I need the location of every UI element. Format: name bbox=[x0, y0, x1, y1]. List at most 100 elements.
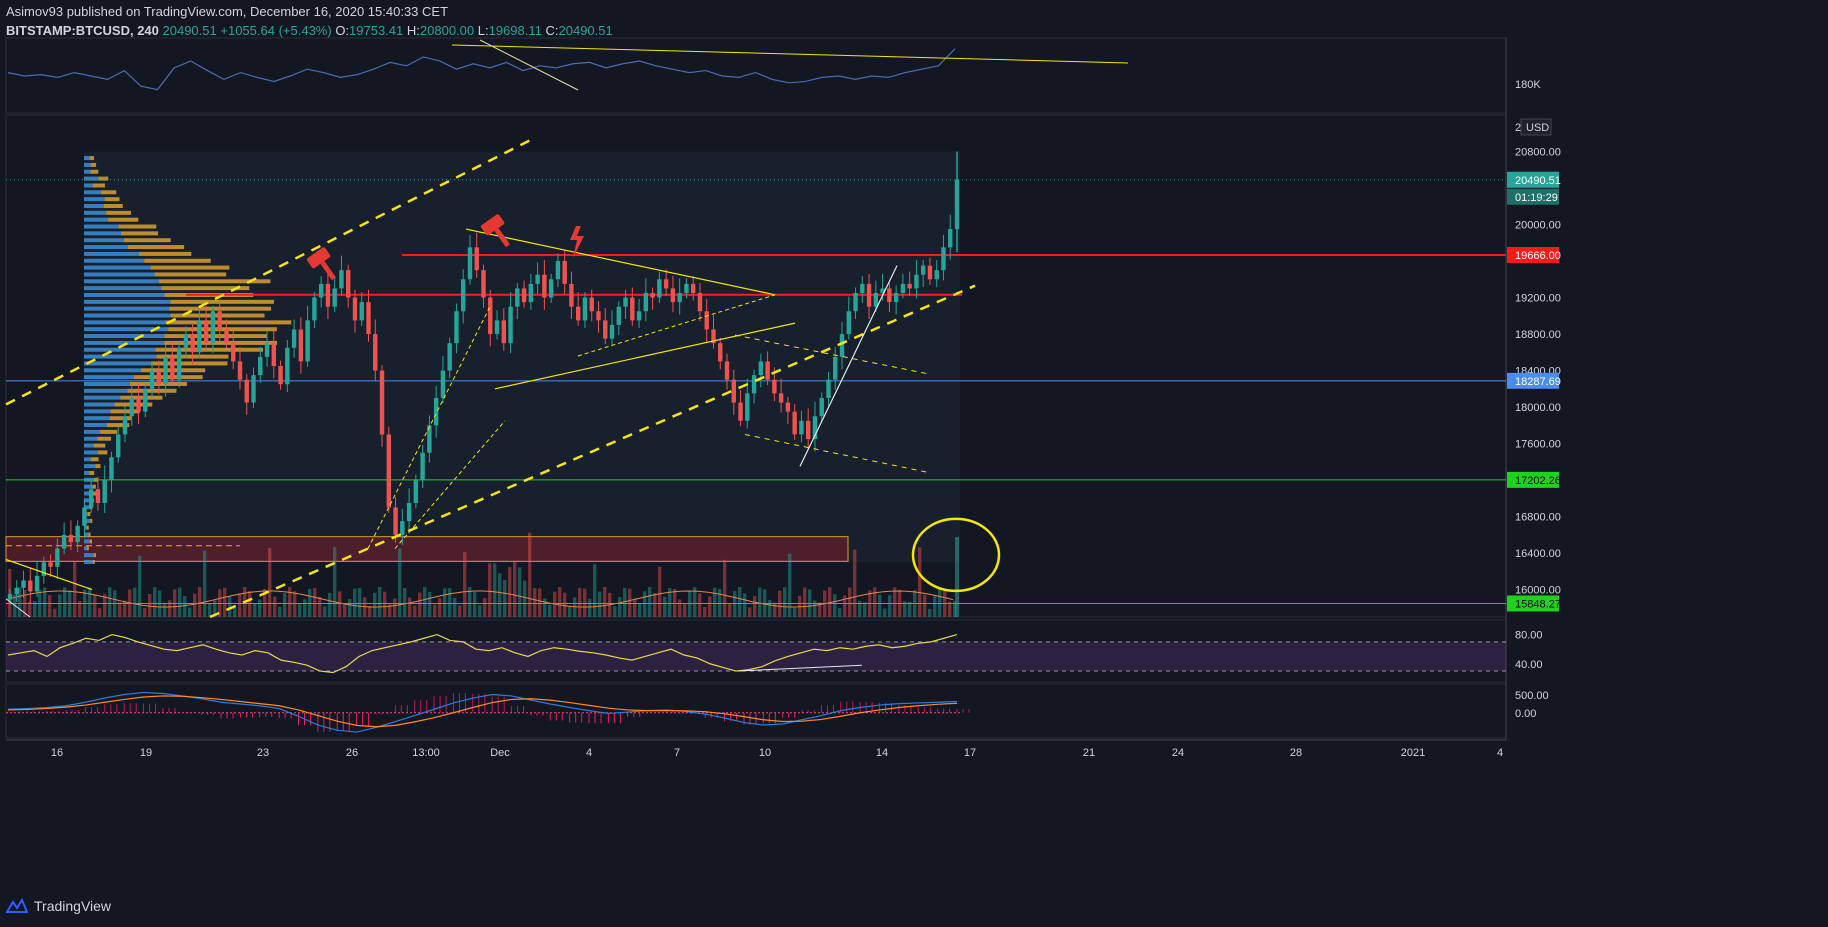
profile-bar-down bbox=[105, 197, 120, 201]
candle-body bbox=[454, 311, 458, 343]
symbol-label[interactable]: BITSTAMP:BTCUSD, 240 bbox=[6, 23, 159, 38]
candle-body bbox=[285, 348, 289, 385]
profile-bar-up bbox=[84, 170, 90, 174]
volume-bar bbox=[203, 551, 206, 617]
candle-body bbox=[502, 320, 506, 343]
volume-bar bbox=[663, 597, 666, 617]
volume-bar bbox=[688, 591, 691, 617]
volume-bar bbox=[613, 606, 616, 617]
candle-body bbox=[623, 298, 627, 307]
volume-bar bbox=[268, 548, 271, 617]
profile-bar-down bbox=[91, 163, 96, 167]
candle-body bbox=[109, 457, 113, 480]
profile-bar-up bbox=[84, 183, 93, 187]
candle-body bbox=[75, 526, 79, 542]
volume-bar bbox=[888, 595, 891, 617]
candle-body bbox=[745, 393, 749, 420]
profile-bar-up bbox=[84, 396, 120, 400]
volume-bar bbox=[788, 554, 791, 617]
candle-body bbox=[346, 270, 350, 297]
volume-bar bbox=[603, 587, 606, 617]
candle-body bbox=[799, 421, 803, 435]
ohlc-legend: BITSTAMP:BTCUSD, 240 20490.51 +1055.64 (… bbox=[6, 21, 613, 40]
volume-bar bbox=[308, 589, 311, 617]
candle-body bbox=[103, 480, 107, 503]
volume-bar bbox=[413, 606, 416, 617]
candle-body bbox=[116, 434, 120, 457]
profile-bar-up bbox=[84, 272, 155, 276]
profile-bar-down bbox=[93, 560, 95, 564]
profile-bar-up bbox=[84, 368, 141, 372]
candle-body bbox=[867, 284, 871, 307]
candle-body bbox=[806, 421, 810, 439]
price-tick-label: 17600.00 bbox=[1515, 439, 1561, 451]
profile-bar-up bbox=[84, 266, 151, 270]
time-tick-label: 10 bbox=[759, 747, 771, 759]
profile-bar-up bbox=[84, 553, 94, 557]
volume-bar bbox=[358, 588, 361, 617]
candle-body bbox=[833, 357, 837, 380]
candle-body bbox=[366, 302, 370, 334]
volume-bar bbox=[548, 605, 551, 617]
candle-body bbox=[48, 562, 52, 567]
profile-bar-down bbox=[88, 533, 90, 537]
candle-body bbox=[82, 507, 86, 525]
candle-body bbox=[847, 311, 851, 334]
candle-body bbox=[941, 247, 945, 270]
candle-body bbox=[130, 398, 134, 416]
candle-body bbox=[414, 480, 418, 503]
profile-bar-up bbox=[84, 245, 128, 249]
candle-body bbox=[786, 403, 790, 412]
volume-bar bbox=[118, 602, 121, 617]
profile-bar-up bbox=[84, 355, 156, 359]
candle-body bbox=[278, 366, 282, 384]
volume-bar bbox=[423, 587, 426, 617]
volume-bar bbox=[928, 609, 931, 617]
volume-bar bbox=[678, 599, 681, 617]
volume-bar bbox=[528, 533, 531, 617]
candle-body bbox=[157, 371, 161, 385]
volume-bar bbox=[98, 608, 101, 617]
footer-brand[interactable]: TradingView bbox=[6, 898, 111, 914]
candle-body bbox=[948, 229, 952, 247]
candle-body bbox=[204, 320, 208, 343]
candle-body bbox=[251, 375, 255, 402]
profile-bar-down bbox=[92, 485, 95, 489]
volume-bar bbox=[198, 587, 201, 617]
volume-bar bbox=[383, 592, 386, 617]
profile-bar-up bbox=[84, 382, 130, 386]
profile-bar-up bbox=[84, 225, 119, 229]
candle-body bbox=[657, 279, 661, 297]
candle-body bbox=[96, 489, 100, 503]
volume-bar bbox=[838, 608, 841, 617]
time-tick-label: 23 bbox=[257, 747, 269, 759]
candle-body bbox=[170, 357, 174, 380]
rsi-tick-label: 40.00 bbox=[1515, 659, 1543, 671]
candle-body bbox=[380, 371, 384, 435]
profile-bar-down bbox=[104, 204, 123, 208]
volume-bar bbox=[343, 604, 346, 617]
volume-bar bbox=[108, 587, 111, 617]
profile-bar-up bbox=[84, 204, 104, 208]
candle-body bbox=[238, 361, 242, 379]
volume-bar bbox=[653, 593, 656, 617]
profile-bar-down bbox=[120, 396, 162, 400]
rsi-tick-label: 80.00 bbox=[1515, 630, 1543, 642]
volume-bar bbox=[238, 593, 241, 617]
price-tick-label: 20000.00 bbox=[1515, 220, 1561, 232]
profile-bar-up bbox=[84, 300, 170, 304]
volume-bar bbox=[753, 596, 756, 617]
candle-body bbox=[475, 247, 479, 270]
volume-bar bbox=[283, 593, 286, 617]
volume-bar bbox=[488, 563, 491, 617]
candle-body bbox=[245, 380, 249, 403]
volume-bar bbox=[483, 598, 486, 617]
volume-bar bbox=[458, 605, 461, 617]
profile-bar-up bbox=[84, 218, 108, 222]
price-label-last: 20490.51 bbox=[1515, 175, 1561, 187]
candle-body bbox=[495, 320, 499, 334]
candle-body bbox=[299, 329, 303, 361]
candle-body bbox=[387, 434, 391, 507]
volume-bar bbox=[88, 587, 91, 617]
